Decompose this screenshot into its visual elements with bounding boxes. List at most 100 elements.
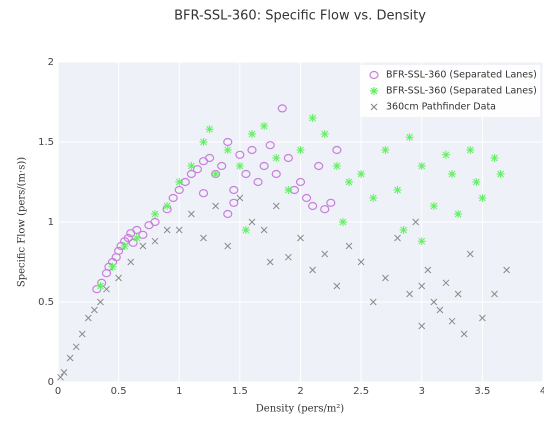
point <box>314 161 324 171</box>
point <box>436 306 444 314</box>
point <box>272 202 280 210</box>
legend-marker <box>369 70 379 80</box>
point <box>72 343 80 351</box>
point <box>308 201 318 211</box>
point <box>338 218 347 226</box>
point <box>417 237 426 246</box>
point <box>448 170 457 178</box>
point <box>180 177 190 187</box>
legend-label: BFR-SSL-360 (Separated Lanes) <box>386 70 537 81</box>
x-tick-label: 3.5 <box>474 386 490 397</box>
point <box>78 330 86 338</box>
point <box>175 178 184 186</box>
point <box>139 242 147 250</box>
point <box>212 202 219 210</box>
point <box>97 298 104 306</box>
point <box>132 234 141 242</box>
point <box>127 258 135 266</box>
y-tick-label: 0 <box>48 377 54 388</box>
point <box>265 141 275 150</box>
point <box>496 170 505 178</box>
point <box>412 218 420 226</box>
point <box>223 209 233 219</box>
point <box>259 161 269 171</box>
point <box>297 234 304 242</box>
point <box>186 169 196 179</box>
point <box>204 153 215 163</box>
point <box>266 258 274 266</box>
point <box>478 194 487 202</box>
y-tick-label: 2 <box>48 57 54 68</box>
point <box>301 193 312 203</box>
point <box>101 269 112 278</box>
point <box>321 250 329 258</box>
point <box>132 225 142 235</box>
point <box>224 242 232 250</box>
point <box>111 253 121 262</box>
point <box>241 226 250 234</box>
point <box>96 282 105 290</box>
point <box>151 210 159 218</box>
legend-marker <box>370 87 378 95</box>
chart-title: BFR-SSL-360: Specific Flow vs. Density <box>174 9 426 24</box>
point <box>442 279 450 287</box>
point <box>399 226 408 234</box>
point <box>211 170 220 178</box>
point <box>466 146 475 154</box>
point <box>418 282 426 290</box>
point <box>326 198 336 207</box>
point <box>188 210 195 218</box>
point <box>369 194 378 202</box>
point <box>174 185 184 195</box>
point <box>151 237 159 245</box>
point <box>128 238 138 247</box>
y-tick-label: 0.5 <box>38 297 54 308</box>
point <box>260 226 268 234</box>
point <box>114 246 124 255</box>
point <box>236 194 244 202</box>
point <box>332 162 341 170</box>
point <box>454 290 462 298</box>
point <box>217 161 227 171</box>
point <box>175 226 183 234</box>
y-tick-label: 1.5 <box>38 137 54 148</box>
point <box>260 122 269 130</box>
point <box>490 154 499 162</box>
point <box>247 145 257 155</box>
x-tick-label: 2.5 <box>353 386 369 397</box>
point <box>187 162 196 170</box>
point <box>163 226 171 234</box>
x-tick-label: 1.5 <box>232 386 248 397</box>
point <box>150 217 160 227</box>
point <box>168 193 178 203</box>
x-tick-label: 3 <box>419 386 425 397</box>
x-tick-label: 1 <box>176 386 182 397</box>
x-tick-label: 4 <box>540 386 544 397</box>
point <box>308 114 317 122</box>
point <box>320 130 329 138</box>
point <box>205 125 214 134</box>
point <box>223 146 232 154</box>
point <box>108 262 117 271</box>
point <box>296 146 305 154</box>
x-tick-label: 0.5 <box>111 386 127 397</box>
point <box>200 234 207 242</box>
point <box>332 145 342 155</box>
point <box>442 150 450 159</box>
point <box>285 253 292 261</box>
legend-label: 360cm Pathfinder Data <box>386 102 496 113</box>
point <box>115 274 122 282</box>
point <box>66 354 74 362</box>
point <box>405 133 414 142</box>
point <box>120 242 129 250</box>
point <box>466 250 474 258</box>
point <box>103 285 110 293</box>
point <box>406 290 413 298</box>
point <box>460 330 468 338</box>
point <box>454 210 463 218</box>
point <box>503 266 510 274</box>
point <box>283 153 293 163</box>
point <box>472 178 481 186</box>
point <box>448 317 456 325</box>
